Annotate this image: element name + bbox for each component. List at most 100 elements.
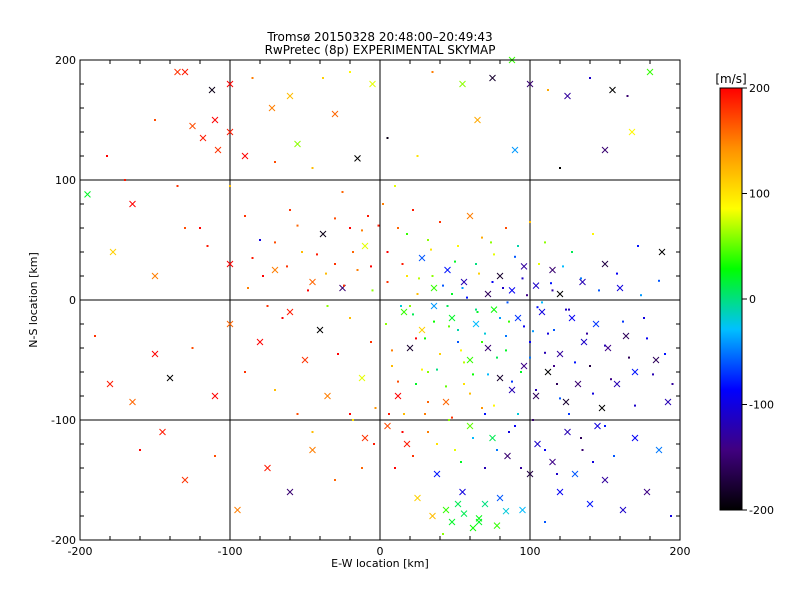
data-point-cross [466, 212, 474, 220]
data-point-dot [274, 241, 276, 244]
data-point-dot [352, 419, 354, 421]
data-point-dot [517, 413, 519, 415]
data-point-cross [433, 470, 441, 478]
data-point-dot [431, 71, 434, 73]
data-point-dot [124, 179, 126, 181]
data-point-cross [472, 320, 480, 328]
data-point-dot [544, 241, 546, 244]
x-tick-label: 200 [670, 545, 691, 558]
data-point-dot [388, 413, 390, 415]
data-point-dot [311, 431, 314, 433]
data-point-cross [580, 338, 588, 346]
data-point-dot [356, 269, 359, 271]
data-point-cross [226, 260, 234, 268]
data-point-dot [529, 356, 531, 359]
data-point-cross [484, 290, 492, 298]
data-point-dot [592, 461, 594, 463]
data-point-cross [520, 362, 528, 370]
data-point-dot [374, 407, 377, 409]
data-point-cross [159, 428, 166, 436]
data-point-dot [427, 431, 429, 433]
data-point-dot [469, 392, 471, 395]
data-point-dot [457, 329, 459, 331]
data-point-dot [506, 301, 509, 304]
data-point-dot [556, 473, 558, 475]
data-point-dot [592, 392, 594, 395]
data-point-cross [475, 515, 483, 522]
data-point-cross [489, 434, 496, 442]
data-point-dot [334, 479, 336, 481]
data-point-dot [643, 317, 645, 319]
x-tick-label: 0 [377, 545, 384, 558]
data-point-dot [431, 275, 434, 277]
data-point-dot [176, 185, 179, 187]
data-point-dot [586, 332, 588, 335]
data-point-cross [574, 380, 582, 388]
data-point-cross [643, 488, 651, 496]
data-point-dot [568, 308, 570, 311]
data-point-dot [517, 245, 519, 247]
data-point-dot [626, 95, 629, 97]
data-point-dot [382, 203, 384, 205]
data-point-cross [442, 398, 450, 406]
data-point-cross [271, 266, 279, 274]
data-point-dot [406, 275, 408, 277]
data-point-dot [106, 155, 108, 157]
data-point-dot [427, 401, 429, 403]
data-point-cross [571, 470, 579, 478]
data-point-cross [532, 392, 540, 400]
data-point-dot [613, 455, 615, 457]
data-point-cross [484, 344, 492, 352]
data-point-dot [401, 431, 404, 433]
data-point-dot [349, 413, 351, 415]
data-point-dot [296, 413, 299, 415]
data-point-cross [106, 380, 114, 388]
data-point-dot [559, 397, 561, 400]
data-point-cross [526, 80, 534, 88]
data-point-dot [634, 404, 636, 407]
data-point-cross [493, 522, 501, 529]
data-point-dot [604, 344, 606, 347]
data-point-dot [508, 320, 510, 323]
colorbar-tick-label: 100 [749, 188, 770, 201]
data-point-cross [442, 506, 450, 514]
data-point-dot [466, 296, 468, 299]
data-point-dot [532, 330, 534, 333]
data-point-dot [496, 356, 498, 359]
data-point-dot [206, 245, 209, 247]
data-point-cross [151, 350, 159, 358]
data-point-cross [598, 404, 606, 412]
data-point-cross [469, 524, 477, 532]
data-point-dot [433, 320, 435, 323]
data-point-dot [412, 209, 414, 211]
data-point-dot [520, 371, 522, 373]
data-point-dot [401, 263, 404, 265]
data-point-dot [536, 306, 539, 309]
data-point-dot [296, 224, 299, 227]
data-point-dot [523, 325, 525, 328]
data-point-cross [129, 200, 136, 208]
data-point-cross [514, 314, 522, 322]
data-point-dot [505, 335, 507, 337]
data-point-dot [544, 449, 546, 451]
data-point-dot [544, 521, 546, 523]
data-point-dot [370, 265, 372, 268]
data-point-dot [343, 284, 345, 287]
data-point-cross [622, 332, 630, 340]
data-point-dot [616, 272, 618, 275]
data-point-dot [490, 241, 492, 244]
data-point-cross [454, 500, 462, 508]
data-point-cross [586, 500, 594, 508]
data-point-dot [370, 341, 372, 343]
data-point-dot [430, 248, 432, 251]
data-point-dot [418, 277, 420, 280]
data-point-dot [493, 404, 495, 407]
x-axis-ticks: -200 -100 0 100 200 [68, 60, 691, 558]
data-point-cross [418, 254, 426, 262]
data-point-dot [247, 287, 249, 289]
data-point-dot [403, 413, 405, 415]
data-point-dot [484, 467, 486, 469]
data-point-dot [535, 389, 537, 391]
data-point-cross [534, 440, 541, 448]
data-point-dot [406, 233, 408, 235]
